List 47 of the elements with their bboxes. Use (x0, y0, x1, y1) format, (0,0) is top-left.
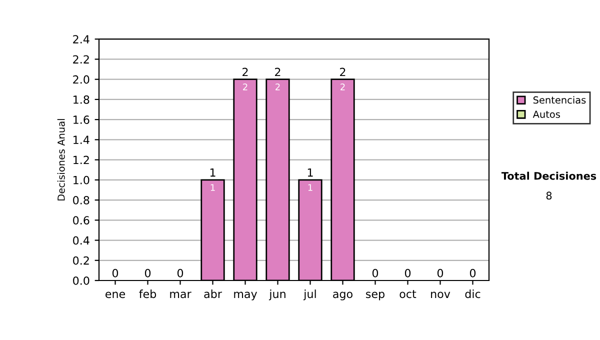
x-tick-label: ene (106, 292, 126, 298)
total-label: 1 (308, 168, 313, 177)
total-label: 0 (372, 268, 378, 278)
y-tick-label: 1.2 (74, 156, 89, 164)
y-tick-label: 1.8 (74, 95, 90, 104)
total-label: 0 (144, 268, 151, 278)
x-tick-label: ago (333, 292, 352, 300)
total-label: 0 (177, 268, 184, 278)
total-label: 0 (112, 268, 118, 278)
text: 8 (546, 192, 552, 200)
x-tick-label: feb (139, 290, 156, 298)
data-label: 2 (276, 84, 280, 90)
total-label: 0 (470, 268, 476, 278)
data-label: 2 (243, 84, 248, 90)
total-label: 2 (340, 68, 346, 76)
y-tick-label: 1.4 (74, 136, 90, 144)
x-tick-label: may (234, 292, 258, 300)
y-tick-label: 2.0 (73, 75, 90, 84)
data-label: 1 (308, 184, 312, 191)
x-tick-label: nov (431, 292, 450, 298)
x-tick-label: dic (465, 290, 480, 298)
total-label: 2 (275, 68, 280, 76)
x-tick-label: mar (170, 292, 192, 298)
y-tick-label: 0.0 (73, 276, 90, 285)
x-tick-label: jul (303, 290, 316, 300)
legend-label: Autos (532, 110, 560, 118)
total-label: 2 (242, 68, 248, 76)
total-label: 0 (437, 268, 444, 278)
y-tick-label: 0.4 (73, 236, 90, 245)
y-tick-label: 0.6 (73, 216, 90, 225)
x-tick-label: abr (204, 290, 222, 298)
total-label: 1 (210, 168, 216, 177)
y-tick-label: 1.0 (74, 176, 90, 184)
text: Total Decisiones (501, 172, 596, 180)
y-tick-label: 0.2 (73, 256, 89, 265)
y-tick-label: 2.2 (73, 55, 89, 64)
x-tick-label: sep (366, 292, 384, 300)
data-label: 1 (210, 184, 215, 191)
data-label: 2 (340, 84, 345, 90)
x-tick-label: jun (268, 290, 286, 300)
y-tick-label: 0.8 (73, 196, 90, 204)
y-axis-title: Decisiones Anual (57, 119, 65, 200)
x-tick-label: oct (400, 290, 416, 298)
legend-label: Sentencias (533, 96, 586, 104)
y-tick-label: 2.4 (73, 35, 90, 44)
y-tick-label: 1.6 (74, 116, 90, 124)
total-label: 0 (404, 268, 411, 278)
